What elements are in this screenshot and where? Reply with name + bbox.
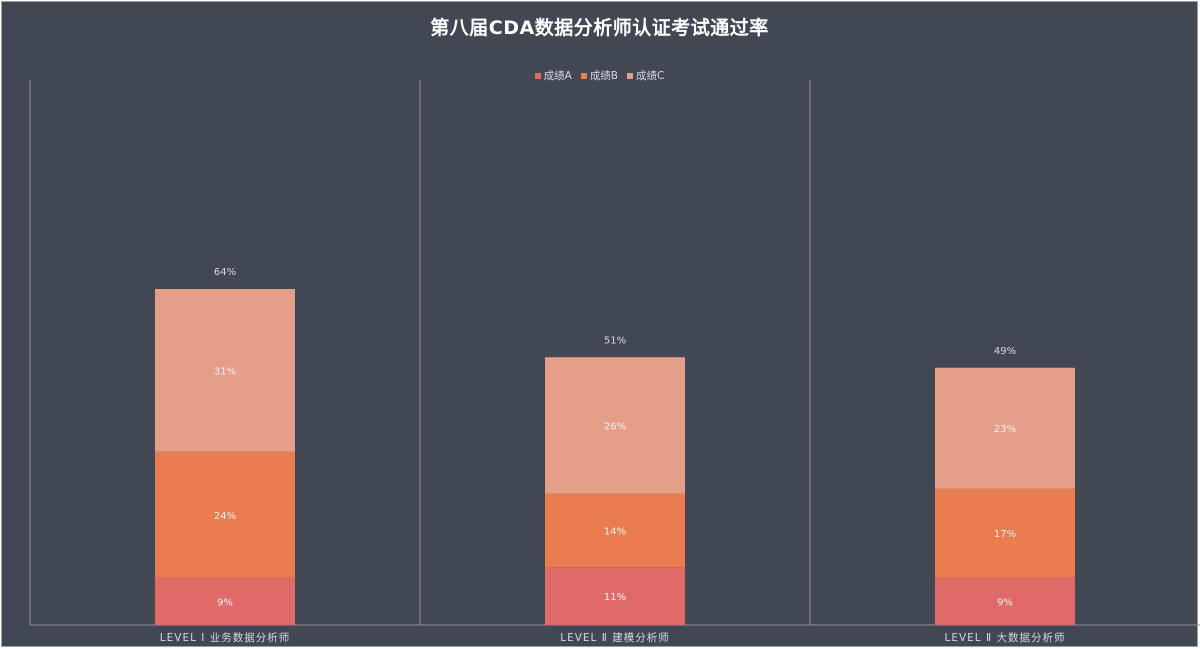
legend-item-series-a[interactable]: 成绩A bbox=[534, 68, 572, 83]
bar-segment[interactable] bbox=[935, 488, 1075, 578]
legend-swatch-series-b bbox=[580, 72, 587, 79]
category-label: LEVEL Ⅱ 大数据分析师 bbox=[945, 631, 1066, 644]
bar-segment[interactable] bbox=[545, 493, 685, 568]
legend-label-series-b: 成绩B bbox=[589, 70, 619, 82]
legend-label-series-a: 成绩A bbox=[543, 70, 572, 82]
data-label: 31% bbox=[214, 366, 236, 377]
data-label: 17% bbox=[994, 529, 1016, 540]
legend-swatch-series-c bbox=[627, 72, 634, 79]
data-label: 14% bbox=[604, 527, 626, 538]
legend: 成绩A 成绩B 成绩C bbox=[2, 68, 1197, 83]
category-label: LEVEL Ⅱ 建模分析师 bbox=[560, 631, 670, 644]
bar-segment[interactable] bbox=[935, 367, 1075, 489]
data-label: 23% bbox=[994, 424, 1016, 435]
bar-segment[interactable] bbox=[155, 451, 295, 578]
legend-item-series-b[interactable]: 成绩B bbox=[580, 68, 619, 83]
data-label: 26% bbox=[604, 422, 626, 433]
data-label: 11% bbox=[604, 592, 626, 603]
bar-segment[interactable] bbox=[155, 577, 295, 625]
legend-swatch-series-a bbox=[534, 72, 541, 79]
bar-segment[interactable] bbox=[935, 577, 1075, 625]
legend-item-series-c[interactable]: 成绩C bbox=[627, 68, 664, 83]
chart-title: 第八届CDA数据分析师认证考试通过率 bbox=[430, 17, 769, 39]
bar-segment[interactable] bbox=[545, 567, 685, 625]
total-label: 51% bbox=[604, 335, 626, 346]
category-label: LEVEL Ⅰ 业务数据分析师 bbox=[160, 631, 290, 644]
bar-segment[interactable] bbox=[545, 357, 685, 494]
data-label: 9% bbox=[997, 597, 1013, 608]
legend-label-series-c: 成绩C bbox=[636, 70, 665, 82]
data-label: 24% bbox=[214, 511, 236, 522]
bar-segment[interactable] bbox=[155, 289, 295, 452]
total-label: 49% bbox=[994, 346, 1016, 357]
total-label: 64% bbox=[214, 267, 236, 278]
data-label: 9% bbox=[217, 597, 233, 608]
